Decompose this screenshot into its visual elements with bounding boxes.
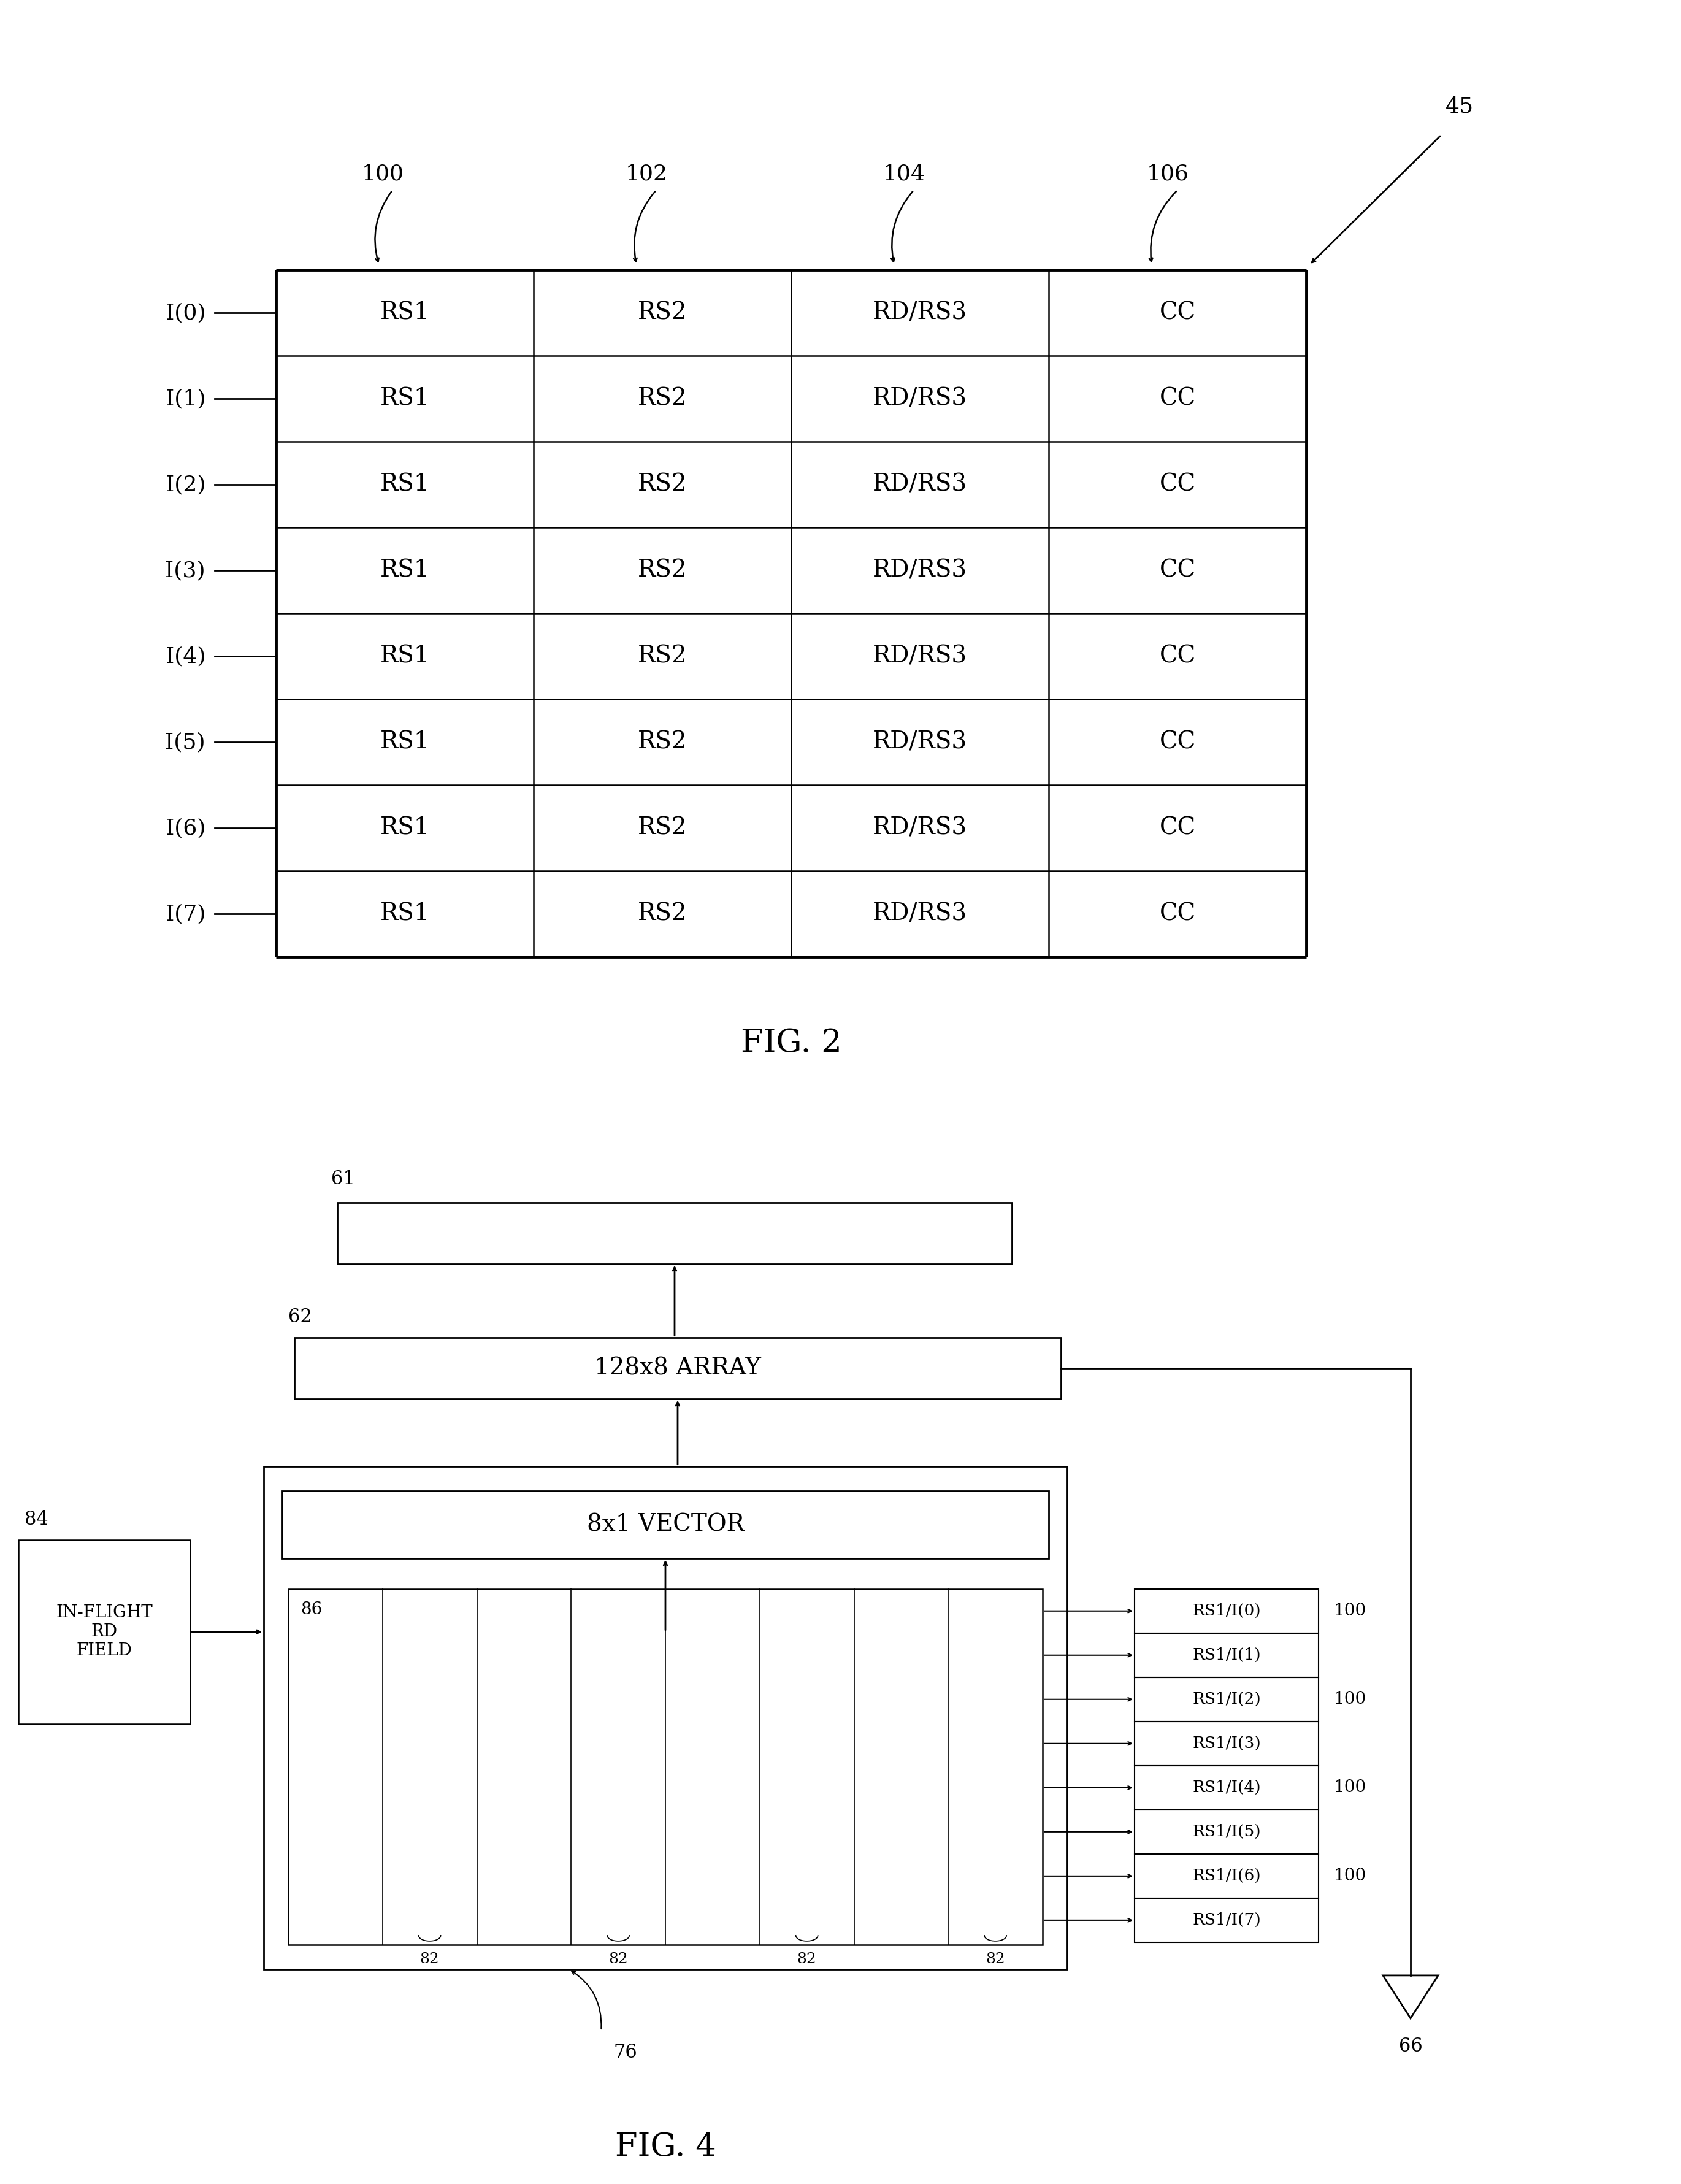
Text: I(1): I(1) bbox=[165, 389, 205, 408]
Text: RD/RS3: RD/RS3 bbox=[872, 301, 967, 323]
Text: I(2): I(2) bbox=[165, 474, 205, 496]
Bar bbox=[294, 1337, 1061, 1398]
Text: 86: 86 bbox=[301, 1601, 323, 1618]
Text: CC: CC bbox=[1160, 817, 1195, 839]
Text: 100: 100 bbox=[1335, 1690, 1367, 1708]
Bar bbox=[1135, 1854, 1318, 1898]
Text: I(4): I(4) bbox=[165, 646, 205, 666]
Text: RS1: RS1 bbox=[380, 644, 429, 668]
Text: RD/RS3: RD/RS3 bbox=[872, 902, 967, 926]
Text: CC: CC bbox=[1160, 559, 1195, 581]
Bar bbox=[1135, 1898, 1318, 1942]
Text: 100: 100 bbox=[1335, 1780, 1367, 1795]
Text: CC: CC bbox=[1160, 902, 1195, 926]
Text: RD/RS3: RD/RS3 bbox=[872, 387, 967, 411]
Text: 82: 82 bbox=[609, 1952, 629, 1966]
Text: RD/RS3: RD/RS3 bbox=[872, 817, 967, 839]
Bar bbox=[287, 1590, 1042, 1944]
Bar bbox=[1135, 1590, 1318, 1634]
Text: RS1/I(1): RS1/I(1) bbox=[1192, 1647, 1261, 1662]
Text: RD/RS3: RD/RS3 bbox=[872, 559, 967, 581]
Text: 100: 100 bbox=[361, 164, 403, 183]
Text: 84: 84 bbox=[25, 1509, 49, 1529]
Text: I(5): I(5) bbox=[165, 732, 205, 753]
Text: RS1/I(6): RS1/I(6) bbox=[1192, 1867, 1261, 1883]
Text: CC: CC bbox=[1160, 387, 1195, 411]
Text: RS1/I(3): RS1/I(3) bbox=[1192, 1736, 1261, 1752]
Text: RS1: RS1 bbox=[380, 559, 429, 581]
Text: RS1: RS1 bbox=[380, 387, 429, 411]
Text: 100: 100 bbox=[1335, 1603, 1367, 1618]
Text: I(6): I(6) bbox=[165, 817, 205, 839]
Text: 45: 45 bbox=[1446, 96, 1474, 116]
Text: FIG. 4: FIG. 4 bbox=[615, 2132, 716, 2162]
Text: CC: CC bbox=[1160, 644, 1195, 668]
Text: IN-FLIGHT
RD
FIELD: IN-FLIGHT RD FIELD bbox=[55, 1605, 153, 1660]
Text: RS2: RS2 bbox=[637, 301, 688, 323]
Text: RS1: RS1 bbox=[380, 474, 429, 496]
Text: CC: CC bbox=[1160, 732, 1195, 753]
Text: I(0): I(0) bbox=[165, 301, 205, 323]
Text: RS2: RS2 bbox=[637, 644, 688, 668]
Text: 106: 106 bbox=[1146, 164, 1188, 183]
Text: RS2: RS2 bbox=[637, 474, 688, 496]
Text: RD/RS3: RD/RS3 bbox=[872, 644, 967, 668]
Text: RD/RS3: RD/RS3 bbox=[872, 474, 967, 496]
Bar bbox=[1135, 1765, 1318, 1811]
Text: 102: 102 bbox=[625, 164, 667, 183]
Text: 62: 62 bbox=[287, 1308, 313, 1326]
Text: RS1/I(5): RS1/I(5) bbox=[1192, 1824, 1261, 1839]
Bar bbox=[1135, 1721, 1318, 1765]
Text: RS2: RS2 bbox=[637, 902, 688, 926]
Text: 61: 61 bbox=[331, 1168, 355, 1188]
Bar bbox=[1135, 1811, 1318, 1854]
Text: FIG. 2: FIG. 2 bbox=[741, 1026, 842, 1059]
Text: 82: 82 bbox=[985, 1952, 1005, 1966]
Text: RS1: RS1 bbox=[380, 902, 429, 926]
Text: 100: 100 bbox=[1335, 1867, 1367, 1885]
Text: 76: 76 bbox=[614, 2042, 637, 2062]
Text: RS1/I(7): RS1/I(7) bbox=[1192, 1913, 1261, 1928]
Text: 82: 82 bbox=[420, 1952, 439, 1966]
Text: RS1/I(2): RS1/I(2) bbox=[1192, 1693, 1261, 1708]
Text: RS2: RS2 bbox=[637, 732, 688, 753]
Bar bbox=[1135, 1634, 1318, 1677]
Text: I(3): I(3) bbox=[165, 559, 205, 581]
Text: RS1/I(0): RS1/I(0) bbox=[1192, 1603, 1261, 1618]
Text: RS2: RS2 bbox=[637, 817, 688, 839]
Bar bbox=[1135, 1677, 1318, 1721]
Text: CC: CC bbox=[1160, 474, 1195, 496]
Bar bbox=[338, 1203, 1012, 1265]
Bar bbox=[264, 1465, 1067, 1970]
Text: RS2: RS2 bbox=[637, 559, 688, 581]
Text: RD/RS3: RD/RS3 bbox=[872, 732, 967, 753]
Bar bbox=[282, 1492, 1049, 1557]
Text: 66: 66 bbox=[1399, 2038, 1422, 2055]
Text: I(7): I(7) bbox=[165, 904, 205, 924]
Text: CC: CC bbox=[1160, 301, 1195, 323]
Text: RS1/I(4): RS1/I(4) bbox=[1192, 1780, 1261, 1795]
Text: RS1: RS1 bbox=[380, 817, 429, 839]
Text: 128x8 ARRAY: 128x8 ARRAY bbox=[595, 1356, 761, 1380]
Bar bbox=[18, 1540, 190, 1723]
Text: RS1: RS1 bbox=[380, 732, 429, 753]
Text: 8x1 VECTOR: 8x1 VECTOR bbox=[587, 1514, 745, 1535]
Text: RS2: RS2 bbox=[637, 387, 688, 411]
Text: 82: 82 bbox=[797, 1952, 817, 1966]
Text: RS1: RS1 bbox=[380, 301, 429, 323]
Text: 104: 104 bbox=[883, 164, 926, 183]
